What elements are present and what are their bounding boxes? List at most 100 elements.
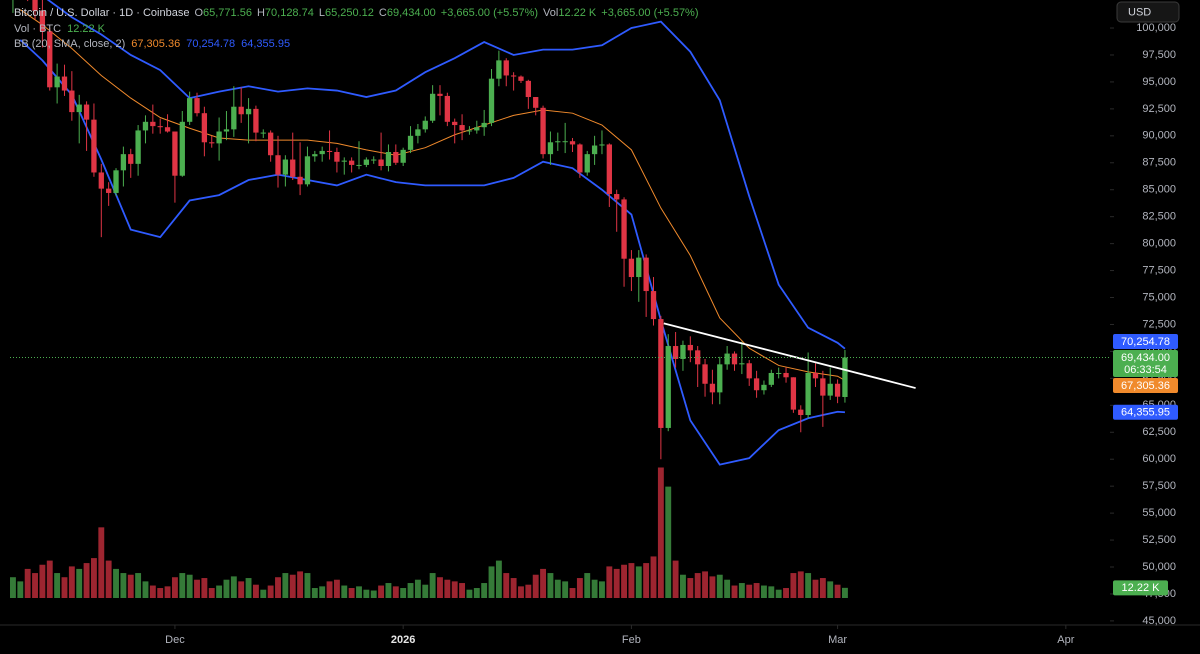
candle-body xyxy=(216,131,222,144)
y-tick-label: 97,500 xyxy=(1142,49,1176,61)
candle-body xyxy=(658,319,664,428)
candle-body xyxy=(238,106,244,115)
bb-lower xyxy=(19,39,845,466)
candle-body xyxy=(628,258,635,278)
volume-bar xyxy=(753,583,760,598)
y-tick-label: 72,500 xyxy=(1142,318,1176,330)
volume-bar xyxy=(562,581,569,598)
volume-bar xyxy=(105,560,112,598)
volume-bar xyxy=(385,583,392,598)
volume-bar xyxy=(46,560,53,598)
candle-body xyxy=(614,194,620,200)
candle-body xyxy=(113,170,119,193)
candle-body xyxy=(650,291,657,320)
candle-body xyxy=(488,78,495,123)
volume-bar xyxy=(149,585,156,598)
candle-body xyxy=(356,164,362,166)
volume-bar xyxy=(738,583,745,598)
candle-body xyxy=(503,60,509,76)
candle-body xyxy=(297,176,303,185)
candle-body xyxy=(106,188,112,193)
ohlc-value: 65,771.56 xyxy=(203,7,252,19)
volume-bar xyxy=(635,566,642,598)
candle-body xyxy=(209,142,215,144)
candle-body xyxy=(466,130,473,132)
volume-bar xyxy=(304,573,311,598)
candle-body xyxy=(709,383,716,393)
x-tick-label: Feb xyxy=(622,634,641,646)
vol-value: 12.22 K xyxy=(558,7,597,19)
volume-bar xyxy=(606,566,613,598)
price-tag-label: 70,254.78 xyxy=(1121,336,1170,348)
volume-bar xyxy=(422,584,429,598)
volume-bar xyxy=(83,563,90,598)
price-tag xyxy=(1113,404,1178,420)
y-tick-label: 87,500 xyxy=(1142,157,1176,169)
candle-body xyxy=(510,75,517,77)
candle-body xyxy=(599,144,605,146)
volume-bar xyxy=(805,573,812,598)
y-tick-label: 77,500 xyxy=(1142,264,1176,276)
candle-body xyxy=(400,149,406,163)
ohlc-label: L xyxy=(319,7,325,19)
volume-bar xyxy=(32,573,38,598)
volume-bar xyxy=(142,581,149,598)
bb-value: 70,254.78 xyxy=(186,38,235,50)
candle-body xyxy=(724,353,730,365)
volume-bar xyxy=(540,568,547,598)
volume-bar xyxy=(761,585,767,598)
volume-bar xyxy=(61,577,68,598)
volume-bar xyxy=(459,583,466,598)
candle-body xyxy=(768,372,774,385)
candle-body xyxy=(525,80,531,98)
volume-bar xyxy=(370,590,377,598)
volume-bar xyxy=(297,571,304,598)
volume-bar xyxy=(466,589,473,598)
candle-body xyxy=(39,10,46,32)
volume-bar xyxy=(709,576,716,598)
volume-bar xyxy=(554,579,561,598)
candle-body xyxy=(584,154,590,173)
candle-body xyxy=(371,159,377,161)
ohlc-value: 69,434.00 xyxy=(387,7,436,19)
volume-bar xyxy=(724,579,731,598)
candle-body xyxy=(120,154,127,171)
candle-body xyxy=(172,131,178,176)
ohlc-label: C xyxy=(379,7,387,19)
candle-body xyxy=(231,106,237,130)
candle-body xyxy=(164,127,171,132)
candle-body xyxy=(665,346,671,428)
y-tick-label: 92,500 xyxy=(1142,103,1176,115)
candle-body xyxy=(61,76,68,91)
y-tick-label: 75,000 xyxy=(1142,291,1176,303)
x-tick-label: Apr xyxy=(1057,634,1074,646)
volume-bar xyxy=(576,578,583,598)
volume-bar xyxy=(503,573,510,598)
candle-body xyxy=(194,98,200,114)
volume-bar xyxy=(569,588,576,598)
volume-bar xyxy=(260,589,267,598)
candle-body xyxy=(334,151,340,162)
price-tag xyxy=(1113,378,1178,394)
candle-body xyxy=(415,129,421,136)
volume-bar xyxy=(223,579,230,598)
currency-label[interactable]: USD xyxy=(1128,6,1151,18)
y-tick-label: 95,000 xyxy=(1142,76,1176,88)
candle-body xyxy=(702,364,708,384)
volume-bar xyxy=(252,584,259,598)
candle-body xyxy=(290,159,296,177)
volume-bar xyxy=(363,589,370,598)
volume-bar xyxy=(510,578,517,598)
volume-bar xyxy=(238,581,245,598)
volume-bar xyxy=(525,584,532,598)
candle-body xyxy=(753,378,760,391)
candle-body xyxy=(179,121,185,176)
candle-body xyxy=(798,409,804,416)
currency-button[interactable]: USD xyxy=(1116,1,1180,23)
volume-bar xyxy=(613,568,620,598)
volume-bar xyxy=(827,581,834,598)
currency-box[interactable] xyxy=(1116,1,1180,23)
candle-body xyxy=(378,159,384,167)
